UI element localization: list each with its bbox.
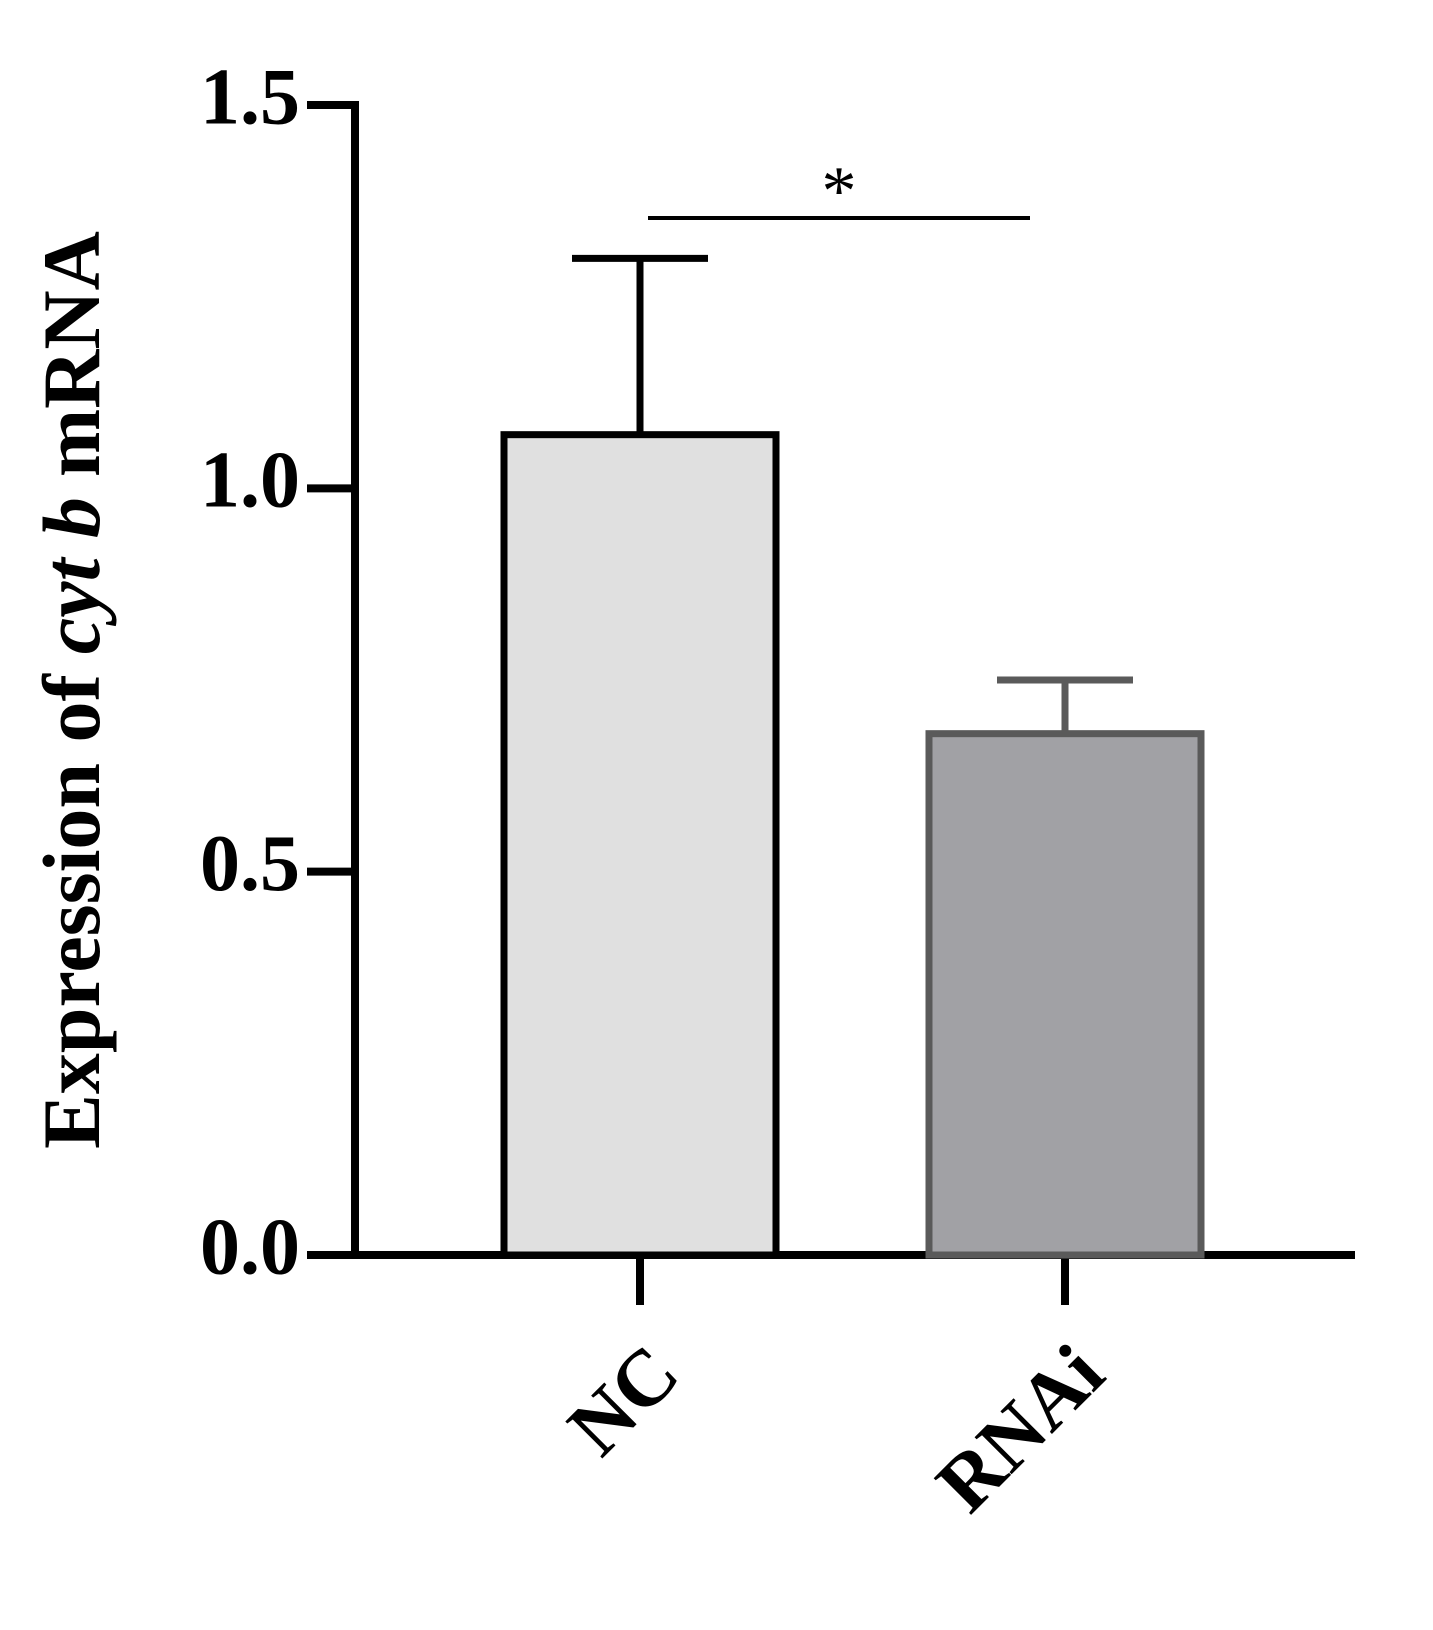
y-tick-label: 1.0 [200, 437, 300, 525]
y-axis-label: Expression of cyt b mRNA [26, 231, 117, 1149]
x-tick-label: NC [552, 1328, 696, 1472]
significance-label: * [822, 153, 857, 230]
x-tick-label: RNAi [920, 1328, 1120, 1528]
y-label-prefix: Expression of [26, 673, 117, 1149]
bar [500, 431, 780, 1259]
y-label-suffix: mRNA [26, 231, 117, 477]
bar [925, 730, 1205, 1259]
y-tick-label: 0.0 [200, 1203, 300, 1291]
y-tick-label: 1.5 [200, 53, 300, 141]
y-tick-label: 0.5 [200, 820, 300, 908]
y-label-italic: cyt b [26, 497, 117, 654]
